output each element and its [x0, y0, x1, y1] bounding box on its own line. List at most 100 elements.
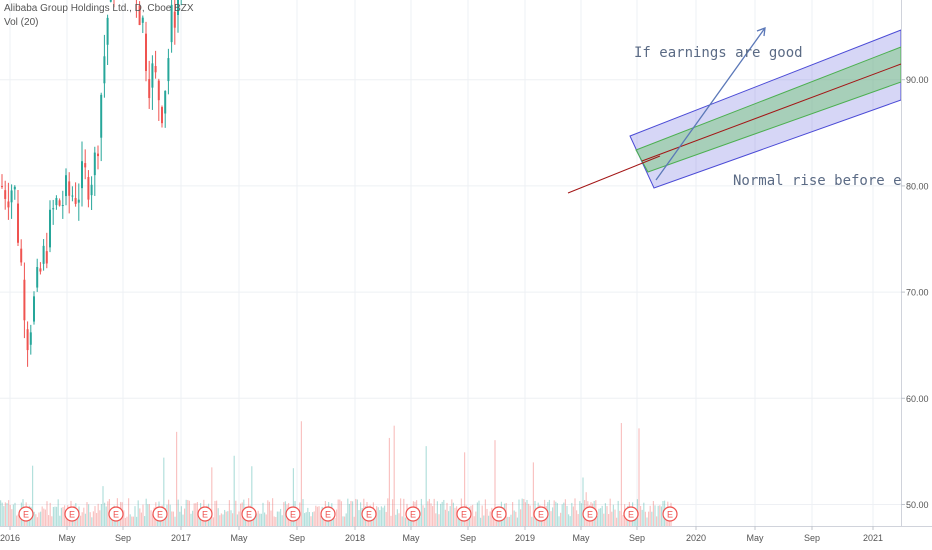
volume-bar [524, 502, 526, 526]
volume-bar [280, 508, 282, 526]
volume-bar [512, 502, 514, 526]
volume-bar [96, 512, 98, 526]
earnings-marker [533, 506, 549, 522]
earnings-marker-label: E [113, 510, 119, 520]
x-tick-label: Sep [804, 533, 820, 543]
volume-bar [553, 500, 555, 526]
volume-bar [172, 511, 174, 526]
volume-bar [81, 512, 83, 526]
volume-bar [569, 516, 571, 526]
volume-bar [556, 503, 558, 526]
volume-bar [56, 506, 58, 526]
volume-bar [424, 507, 426, 526]
volume-bar [510, 514, 512, 526]
volume-bar [89, 512, 91, 526]
volume-bar [558, 516, 560, 526]
earnings-marker-label: E [410, 510, 416, 520]
volume-bar [356, 499, 358, 526]
candle-body [103, 56, 106, 84]
volume-bar [32, 465, 34, 526]
volume-bar [609, 498, 611, 526]
volume-bar [596, 516, 598, 526]
volume-indicator-label: Vol (20) [4, 17, 39, 28]
time-axis[interactable]: 2016 May Sep 2017 May Sep 2018 May Sep 2019 May Sep… [0, 526, 932, 543]
volume-bar [12, 504, 14, 526]
volume-bar [660, 506, 662, 526]
volume-bar [532, 462, 534, 526]
volume-bar [3, 506, 5, 526]
volume-bar [404, 517, 406, 526]
volume-bar [139, 508, 141, 526]
volume-bar [548, 499, 550, 526]
candle-body [90, 184, 93, 196]
volume-bar [641, 509, 643, 526]
channel-median-line [641, 63, 902, 162]
volume-bar [265, 514, 267, 526]
volume-bar [657, 505, 659, 526]
earnings-marker [662, 506, 678, 522]
volume-bar [611, 511, 613, 526]
volume-bar [515, 511, 517, 526]
x-tick-label: 2021 [863, 533, 883, 543]
volume-bar [140, 512, 142, 526]
volume-bar [230, 510, 232, 526]
volume-bar [60, 507, 62, 526]
volume-bar [481, 505, 483, 526]
candle-body [36, 267, 39, 288]
earnings-marker-label: E [23, 510, 29, 520]
candle-body [23, 279, 26, 321]
volume-bar [603, 513, 605, 526]
candle-body [10, 190, 13, 203]
volume-bar [62, 507, 64, 526]
earnings-marker-label: E [290, 510, 296, 520]
volume-bar [86, 502, 88, 526]
volume-bar [449, 506, 451, 526]
volume-bar [33, 511, 35, 526]
volume-bar [371, 516, 373, 526]
volume-bar [40, 511, 42, 526]
volume-bar [382, 507, 384, 526]
volume-bar [256, 513, 258, 526]
price-axis[interactable]: 230.00220.00210.00200.00190.00180.00170.… [901, 0, 932, 550]
candle-body [17, 203, 19, 243]
volume-bar [598, 508, 600, 526]
volume-bar [262, 502, 264, 526]
volume-bar [188, 500, 190, 526]
candle-body [141, 17, 144, 23]
candle-body [151, 63, 154, 88]
volume-bar [284, 501, 286, 526]
volume-bar [224, 509, 226, 526]
annotations[interactable]: If earnings are good Normal rise before e… [634, 27, 932, 189]
volume-bar [54, 506, 56, 526]
volume-bar [137, 500, 139, 526]
volume-bar [48, 515, 50, 526]
volume-bar [486, 508, 488, 526]
volume-bar [147, 504, 149, 526]
volume-bar [76, 512, 78, 526]
earnings-marker [582, 506, 598, 522]
candle-body [49, 209, 51, 248]
volume-bar [59, 515, 61, 526]
annotation-earnings-good: If earnings are good [634, 45, 803, 61]
candle-body [45, 251, 48, 264]
volume-bar [577, 514, 579, 526]
volume-bar [520, 509, 522, 526]
volume-bar [360, 502, 362, 526]
volume-bar [222, 514, 224, 526]
earnings-marker [361, 506, 377, 522]
chart-grid [0, 0, 901, 526]
volume-bar [422, 505, 424, 526]
volume-bar [318, 506, 320, 526]
volume-bar [83, 507, 85, 526]
volume-bar [622, 515, 624, 526]
volume-bar [625, 517, 627, 526]
volume-bar [523, 499, 525, 526]
volume-bar [104, 502, 106, 526]
annotation-normal-rise: Normal rise before earnings [733, 173, 932, 189]
volume-bar [454, 507, 456, 526]
volume-bar [441, 501, 443, 526]
volume-bar [531, 516, 533, 526]
volume-bar [494, 440, 496, 526]
